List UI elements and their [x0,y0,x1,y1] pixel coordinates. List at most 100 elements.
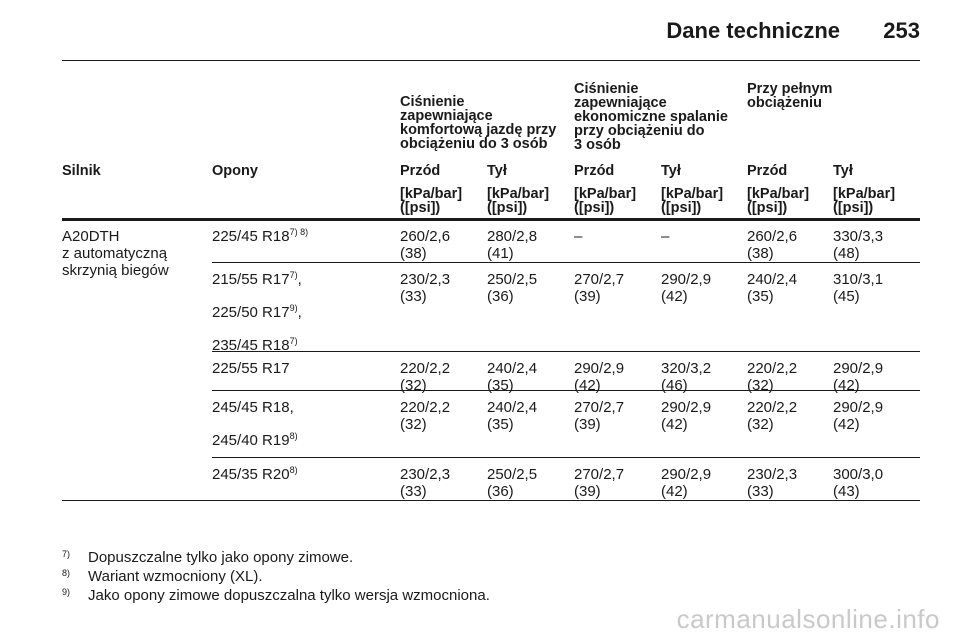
pressure-psi: (33) [400,288,427,305]
pressure-value: 240/2,4 [487,399,538,416]
pressure-psi: (32) [747,416,774,433]
tyre-size: 235/45 R187) [212,336,298,355]
row-rule [212,390,920,391]
tyre-size: 225/55 R17 [212,360,290,377]
pressure-psi: (41) [487,245,514,262]
pressure-psi: (42) [833,416,860,433]
col-rear: Tył [487,163,507,179]
pressure-value: 250/2,5 [487,466,538,483]
pressure-value: 320/3,2 [661,360,712,377]
group-header-line: przy obciążeniu do [574,123,705,139]
pressure-psi: (42) [833,377,860,394]
col-unit: [kPa/bar] [400,186,463,202]
pressure-value: 260/2,6 [747,228,798,245]
pressure-value: – [574,228,583,245]
pressure-psi: (32) [400,416,427,433]
pressure-value: 230/2,3 [400,271,451,288]
col-unit: ([psi]) [661,200,702,216]
pressure-psi: (33) [747,483,774,500]
col-tyres: Opony [212,163,258,179]
watermark: carmanualsonline.info [676,604,940,634]
row-rule [212,262,920,263]
pressure-value: 220/2,2 [400,360,451,377]
pressure-psi: (38) [400,245,427,262]
group-header-line: Przy pełnym [747,81,833,97]
pressure-value: 270/2,7 [574,466,625,483]
pressure-value: 290/2,9 [833,360,884,377]
pressure-value: 300/3,0 [833,466,884,483]
col-unit: [kPa/bar] [747,186,810,202]
group-header-line: zapewniające [574,95,667,111]
col-unit: [kPa/bar] [487,186,550,202]
pressure-psi: (43) [833,483,860,500]
pressure-psi: (42) [661,416,688,433]
pressure-psi: (35) [487,416,514,433]
pressure-psi: (32) [747,377,774,394]
pressure-psi: (35) [487,377,514,394]
col-unit: ([psi]) [747,200,788,216]
pressure-value: 330/3,3 [833,228,884,245]
pressure-psi: (39) [574,483,601,500]
pressure-value: 290/2,9 [574,360,625,377]
col-unit: [kPa/bar] [833,186,896,202]
pressure-value: 220/2,2 [747,399,798,416]
col-rear: Tył [661,163,681,179]
pressure-value: 230/2,3 [747,466,798,483]
pressure-value: 250/2,5 [487,271,538,288]
pressure-value: 280/2,8 [487,228,538,245]
engine-label: A20DTH [62,228,120,245]
page-header: Dane techniczne 253 [62,0,920,61]
pressure-psi: (42) [574,377,601,394]
pressure-value: 310/3,1 [833,271,884,288]
col-front: Przód [400,163,441,179]
group-header-line: 3 osób [574,137,621,153]
pressure-value: 290/2,9 [661,466,712,483]
pressure-value: 290/2,9 [661,399,712,416]
pressure-psi: (39) [574,416,601,433]
col-engine: Silnik [62,163,101,179]
tyre-size: 245/45 R18, [212,399,294,416]
col-unit: ([psi]) [833,200,874,216]
tyre-size: 245/35 R208) [212,465,298,484]
row-rule [212,351,920,352]
header-rule [62,218,920,221]
page-title: Dane techniczne [666,18,840,43]
tyre-size: 225/45 R187) 8) [212,227,309,246]
pressure-value: – [661,228,670,245]
pressure-value: 290/2,9 [661,271,712,288]
pressure-psi: (42) [661,288,688,305]
pressure-psi: (42) [661,483,688,500]
pressure-psi: (36) [487,288,514,305]
pressure-psi: (39) [574,288,601,305]
pressure-value: 290/2,9 [833,399,884,416]
col-unit: [kPa/bar] [661,186,724,202]
pressure-psi: (35) [747,288,774,305]
col-rear: Tył [833,163,853,179]
pressure-value: 270/2,7 [574,399,625,416]
col-unit: ([psi]) [574,200,615,216]
pressure-psi: (46) [661,377,688,394]
pressure-value: 260/2,6 [400,228,451,245]
pressure-psi: (48) [833,245,860,262]
group-header-line: Ciśnienie [574,81,639,97]
group-header-line: zapewniające [400,108,493,124]
engine-label: z automatyczną [62,245,168,262]
pressure-psi: (33) [400,483,427,500]
pressure-value: 230/2,3 [400,466,451,483]
col-unit: [kPa/bar] [574,186,637,202]
pressure-value: 220/2,2 [747,360,798,377]
pressure-value: 240/2,4 [487,360,538,377]
tyre-size: 215/55 R177), [212,270,302,289]
pressure-psi: (45) [833,288,860,305]
group-header-line: obciążeniu do 3 osób [400,136,548,152]
group-header-line: ekonomiczne spalanie [574,109,728,125]
group-header-line: komfortową jazdę przy [400,122,557,138]
engine-label: skrzynią biegów [62,262,169,279]
col-front: Przód [574,163,615,179]
col-unit: ([psi]) [487,200,528,216]
pressure-value: 270/2,7 [574,271,625,288]
pressure-value: 220/2,2 [400,399,451,416]
col-unit: ([psi]) [400,200,441,216]
pressure-psi: (36) [487,483,514,500]
row-rule [212,457,920,458]
